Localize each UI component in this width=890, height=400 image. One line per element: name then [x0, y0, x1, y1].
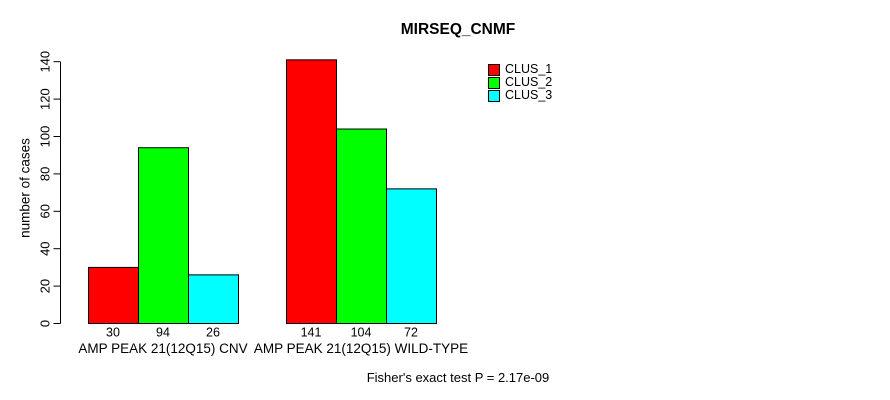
y-tick-label: 120 [38, 88, 53, 110]
x-category-label: AMP PEAK 21(12Q15) WILD-TYPE [254, 341, 468, 356]
y-tick-label: 60 [38, 204, 53, 218]
chart-title: MIRSEQ_CNMF [400, 21, 516, 38]
legend-item-clus_1: CLUS_1 [488, 63, 552, 76]
legend-item-clus_3: CLUS_3 [488, 89, 552, 102]
legend-label-clus_1: CLUS_1 [505, 62, 553, 76]
y-tick-label: 40 [38, 241, 53, 255]
legend-label-clus_3: CLUS_3 [505, 88, 553, 102]
legend-label-clus_2: CLUS_2 [505, 75, 553, 89]
bar-clus_1-group1 [88, 266, 139, 324]
bar-value-label: 104 [351, 326, 372, 340]
bar-clus_2-group1 [138, 147, 189, 324]
bar-value-label: 72 [404, 326, 418, 340]
bar-value-label: 26 [206, 326, 220, 340]
fisher-test-footnote: Fisher's exact test P = 2.17e-09 [366, 370, 550, 385]
bar-clus_3-group1 [188, 274, 239, 325]
bar-value-label: 94 [156, 326, 170, 340]
bar-value-label: 30 [106, 326, 120, 340]
legend-swatch-clus_1 [488, 63, 500, 76]
y-tick-label: 100 [38, 126, 53, 148]
legend-swatch-clus_3 [488, 89, 500, 102]
y-tick-label: 80 [38, 167, 53, 181]
legend-swatch-clus_2 [488, 76, 500, 89]
y-tick-label: 0 [38, 320, 53, 327]
bar-clus_2-group2 [336, 128, 387, 324]
x-category-label: AMP PEAK 21(12Q15) CNV [78, 341, 247, 356]
bar-clus_3-group2 [386, 188, 437, 324]
y-tick-label: 140 [38, 51, 53, 73]
bar-clus_1-group2 [286, 59, 337, 325]
legend: CLUS_1 CLUS_2 CLUS_3 [488, 63, 552, 102]
bar-value-label: 141 [301, 326, 322, 340]
y-tick-label: 20 [38, 279, 53, 293]
legend-item-clus_2: CLUS_2 [488, 76, 552, 89]
